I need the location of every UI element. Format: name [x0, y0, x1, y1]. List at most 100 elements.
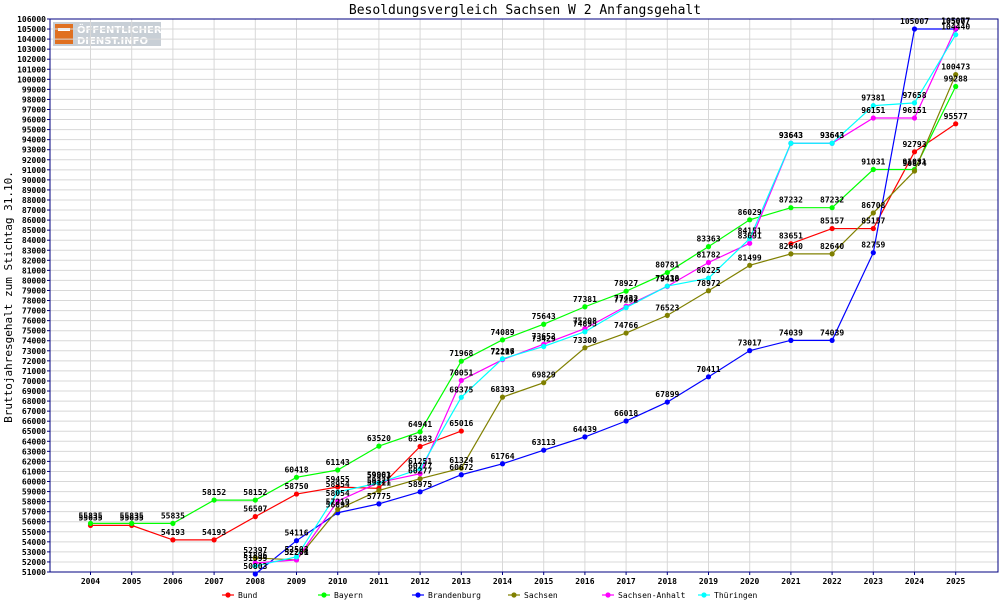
data-point-bund	[293, 491, 300, 497]
data-point-bayern	[129, 520, 135, 526]
y-tick-label: 81000	[22, 266, 46, 275]
y-tick-label: 105000	[17, 25, 46, 34]
y-tick-label: 99000	[22, 85, 46, 94]
data-point-bund	[211, 537, 217, 543]
data-label-brandenburg: 73017	[738, 339, 762, 348]
logo-line-2: DIENST.INFO	[77, 36, 148, 47]
data-point-bayern	[293, 474, 300, 480]
data-point-sachsen	[417, 476, 423, 482]
data-label-bayern: 91031	[902, 158, 926, 167]
data-point-brandenburg	[870, 250, 876, 256]
data-label-sachsen-anhalt: 81782	[696, 251, 720, 260]
x-tick-label: 2018	[658, 577, 677, 586]
data-label-th-ringen: 73429	[532, 334, 556, 343]
data-point-sachsen	[788, 251, 794, 257]
data-point-brandenburg	[499, 461, 506, 467]
y-tick-label: 93000	[22, 146, 46, 155]
data-point-bund	[870, 225, 876, 232]
y-tick-label: 77000	[22, 307, 46, 316]
data-label-bayern: 60418	[284, 465, 308, 474]
series-line-th-ringen	[255, 34, 957, 567]
data-label-th-ringen: 79438	[655, 274, 679, 283]
data-label-bund: 56507	[243, 505, 267, 514]
data-point-brandenburg	[458, 472, 464, 478]
legend-marker-bund	[225, 592, 231, 598]
data-label-brandenburg: 54116	[284, 529, 308, 538]
series-line-bayern	[90, 86, 957, 524]
data-point-sachsen	[252, 555, 258, 561]
data-label-brandenburg: 63113	[532, 438, 556, 447]
data-label-th-ringen: 77292	[614, 296, 638, 305]
data-label-brandenburg: 66018	[614, 409, 638, 418]
x-tick-label: 2022	[822, 577, 841, 586]
y-tick-label: 104000	[17, 35, 46, 44]
y-axis-ticks: 5100052000530005400055000560005700058000…	[17, 15, 50, 577]
data-label-bayern: 58152	[202, 488, 226, 497]
y-tick-label: 72000	[22, 357, 46, 366]
data-point-bayern	[829, 205, 835, 211]
data-label-bayern: 55835	[78, 511, 102, 520]
data-point-brandenburg	[788, 337, 794, 343]
data-point-th-ringen	[664, 283, 670, 289]
data-label-bund: 95577	[944, 112, 968, 121]
x-axis-ticks: 2004 2005 2006 2007 2008 2009 2010 2011 2012 2013…	[81, 572, 966, 586]
data-label-th-ringen: 72206	[490, 347, 514, 356]
y-tick-label: 76000	[22, 317, 46, 326]
data-point-th-ringen	[870, 103, 876, 109]
data-point-brandenburg	[747, 348, 753, 354]
y-tick-label: 59000	[22, 488, 46, 497]
legend-label-bayern: Bayern	[334, 591, 363, 600]
y-tick-label: 86000	[22, 216, 46, 225]
data-label-bayern: 55835	[161, 511, 185, 520]
data-point-bayern	[170, 520, 176, 526]
data-label-brandenburg: 56893	[326, 501, 350, 510]
data-label-brandenburg: 67899	[655, 390, 679, 399]
data-point-th-ringen	[623, 305, 629, 311]
y-tick-label: 52000	[22, 558, 46, 567]
data-labels: 55635 55635 54193 54193 56507 58750 59455 59321…	[78, 16, 970, 571]
data-label-sachsen: 82640	[779, 242, 803, 251]
data-label-sachsen-anhalt: 105077	[941, 16, 970, 25]
y-tick-label: 63000	[22, 447, 46, 456]
data-label-th-ringen: 97658	[902, 91, 926, 100]
data-point-brandenburg	[376, 501, 382, 507]
legend-marker-sachsen-anhalt	[605, 592, 611, 598]
data-point-bayern	[623, 288, 629, 294]
data-point-bund	[458, 428, 464, 434]
data-point-brandenburg	[664, 399, 670, 405]
y-tick-label: 55000	[22, 528, 46, 537]
y-tick-label: 100000	[17, 75, 46, 84]
data-point-th-ringen	[953, 32, 959, 38]
data-label-brandenburg: 105007	[941, 17, 970, 26]
y-tick-label: 94000	[22, 136, 46, 145]
data-label-sachsen: 90874	[902, 159, 926, 168]
data-point-bayern	[541, 321, 547, 327]
y-tick-label: 96000	[22, 116, 46, 125]
data-point-bayern	[705, 244, 712, 250]
data-point-bund	[788, 241, 794, 247]
data-point-sachsen-anhalt	[458, 377, 464, 384]
data-point-bayern	[335, 467, 341, 473]
data-label-bayern: 80781	[655, 261, 679, 270]
data-label-bund: 83651	[779, 232, 803, 241]
y-tick-label: 101000	[17, 65, 46, 74]
data-label-sachsen-anhalt: 52204	[284, 548, 308, 557]
x-tick-label: 2014	[493, 577, 512, 586]
data-point-sachsen	[747, 262, 753, 268]
data-point-sachsen-anhalt	[870, 115, 876, 121]
data-point-bayern	[87, 520, 94, 526]
data-label-sachsen: 52201	[284, 548, 308, 557]
series-line-brandenburg	[254, 28, 956, 575]
data-point-th-ringen	[417, 466, 423, 472]
data-point-sachsen	[953, 71, 959, 78]
data-label-th-ringen: 61251	[408, 457, 432, 466]
x-tick-label: 2020	[740, 577, 759, 586]
data-label-sachsen: 61324	[449, 456, 473, 465]
y-tick-label: 102000	[17, 55, 46, 64]
data-label-sachsen: 69829	[532, 371, 556, 380]
y-tick-label: 90000	[22, 176, 46, 185]
data-label-sachsen-anhalt: 96151	[861, 106, 885, 115]
data-point-brandenburg	[541, 447, 547, 453]
data-label-sachsen-anhalt: 93643	[779, 131, 803, 140]
data-point-sachsen	[623, 330, 629, 336]
